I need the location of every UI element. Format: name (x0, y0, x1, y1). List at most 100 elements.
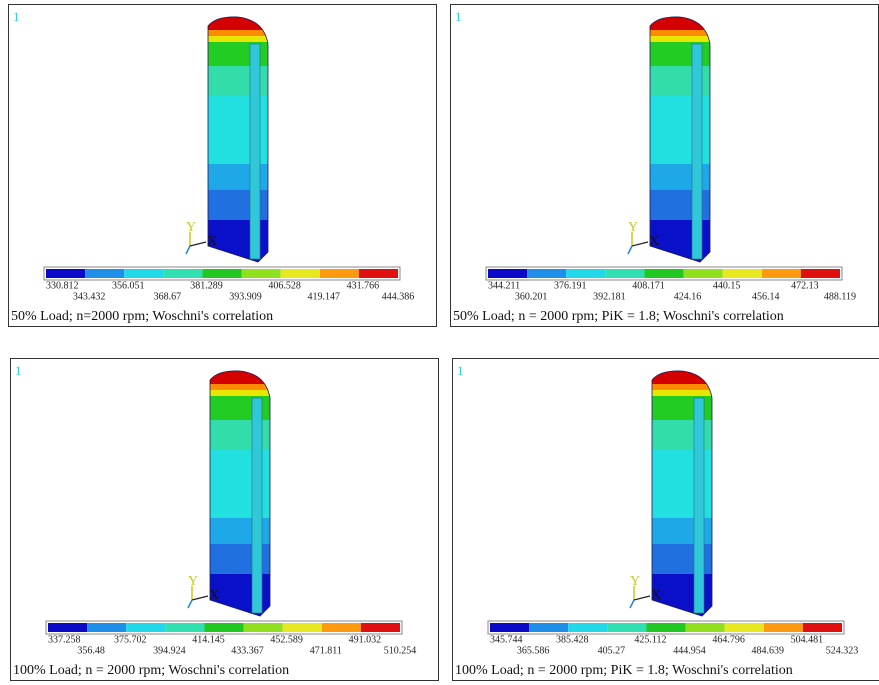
triad-y-label: Y (186, 220, 196, 235)
legend-label: 444.386 (382, 291, 415, 302)
legend-label: 484.639 (752, 645, 785, 656)
legend-label: 394.924 (153, 645, 186, 656)
legend-label: 456.14 (752, 291, 780, 302)
legend-label: 381.289 (190, 280, 223, 291)
caption: 100% Load; n = 2000 rpm; Woschni's corre… (13, 663, 289, 678)
legend-swatch (126, 623, 166, 632)
legend-swatch (280, 269, 320, 278)
model-band (652, 518, 712, 544)
legend-swatch (761, 269, 801, 278)
legend-swatch (722, 269, 762, 278)
model-band (210, 390, 270, 396)
triad-x-label: X (649, 234, 659, 249)
legend-frame (487, 620, 845, 635)
legend-label: 444.954 (673, 645, 706, 656)
legend-frame (45, 620, 403, 635)
model-band (652, 396, 712, 420)
legend-label: 433.367 (231, 645, 264, 656)
legend-swatch (566, 269, 606, 278)
model-band (208, 164, 268, 190)
legend-swatch (46, 269, 86, 278)
model-band (652, 384, 712, 390)
legend-swatch (568, 623, 608, 632)
model-band (650, 66, 710, 96)
legend-label: 337.258 (48, 634, 81, 645)
model-band (208, 96, 268, 164)
legend-label: 431.766 (347, 280, 380, 291)
triad-y-label: Y (188, 574, 198, 589)
model-band (208, 190, 268, 220)
model-rim (249, 43, 261, 260)
model (652, 370, 712, 617)
triad-y-label: Y (628, 220, 638, 235)
legend-label: 406.528 (268, 280, 301, 291)
legend-swatch (800, 269, 840, 278)
model-band (652, 450, 712, 518)
legend-label: 368.67 (154, 291, 182, 302)
legend-swatch (527, 269, 567, 278)
legend-label: 472.13 (791, 280, 819, 291)
model-outline (209, 370, 271, 617)
triad-x-label: X (651, 588, 661, 603)
caption: 50% Load; n = 2000 rpm; PiK = 1.8; Wosch… (453, 309, 784, 324)
triad-x-label: X (209, 588, 219, 603)
triad-z (185, 245, 191, 255)
caption: 50% Load; n=2000 rpm; Woschni's correlat… (11, 309, 273, 324)
legend-label: 375.702 (114, 634, 147, 645)
legend-swatch (202, 269, 242, 278)
legend-frame (43, 266, 401, 281)
legend-swatch (204, 623, 244, 632)
model-band (208, 66, 268, 96)
model-band (650, 164, 710, 190)
model (208, 16, 268, 263)
legend-swatch (85, 269, 125, 278)
model-band (652, 420, 712, 450)
model (210, 370, 270, 617)
legend-label: 464.796 (712, 634, 745, 645)
triad-x (189, 241, 207, 247)
legend-label: 408.171 (632, 280, 665, 291)
panel-id: 1 (457, 363, 464, 378)
legend-label: 471.811 (310, 645, 342, 656)
legend-label: 440.15 (713, 280, 741, 291)
legend-swatch (685, 623, 725, 632)
panel-id: 1 (455, 9, 462, 24)
model-band (208, 30, 268, 36)
legend-label: 491.032 (349, 634, 382, 645)
triad-x (633, 595, 651, 601)
legend-swatch (243, 623, 283, 632)
legend-label: 488.119 (824, 291, 856, 302)
legend-frame (485, 266, 843, 281)
model-band (650, 42, 710, 66)
triad-y-label: Y (630, 574, 640, 589)
triad-x (191, 595, 209, 601)
legend-swatch (282, 623, 322, 632)
legend-swatch (644, 269, 684, 278)
legend-label: 330.812 (46, 280, 79, 291)
model-band (210, 450, 270, 518)
legend-swatch (529, 623, 569, 632)
triad-x (631, 241, 649, 247)
legend-label: 344.211 (488, 280, 520, 291)
triad-z (629, 599, 635, 609)
legend-swatch (646, 623, 686, 632)
legend-label: 376.191 (554, 280, 587, 291)
legend-swatch (683, 269, 723, 278)
model-rim (693, 397, 705, 614)
legend-label: 345.744 (490, 634, 523, 645)
model-band (210, 396, 270, 420)
legend-swatch (124, 269, 164, 278)
legend-swatch (605, 269, 645, 278)
legend-swatch (724, 623, 764, 632)
model-band (210, 518, 270, 544)
legend-swatch (321, 623, 361, 632)
legend-label: 452.589 (270, 634, 303, 645)
legend-swatch (802, 623, 842, 632)
legend-label: 343.432 (73, 291, 106, 302)
legend-label: 365.586 (517, 645, 550, 656)
